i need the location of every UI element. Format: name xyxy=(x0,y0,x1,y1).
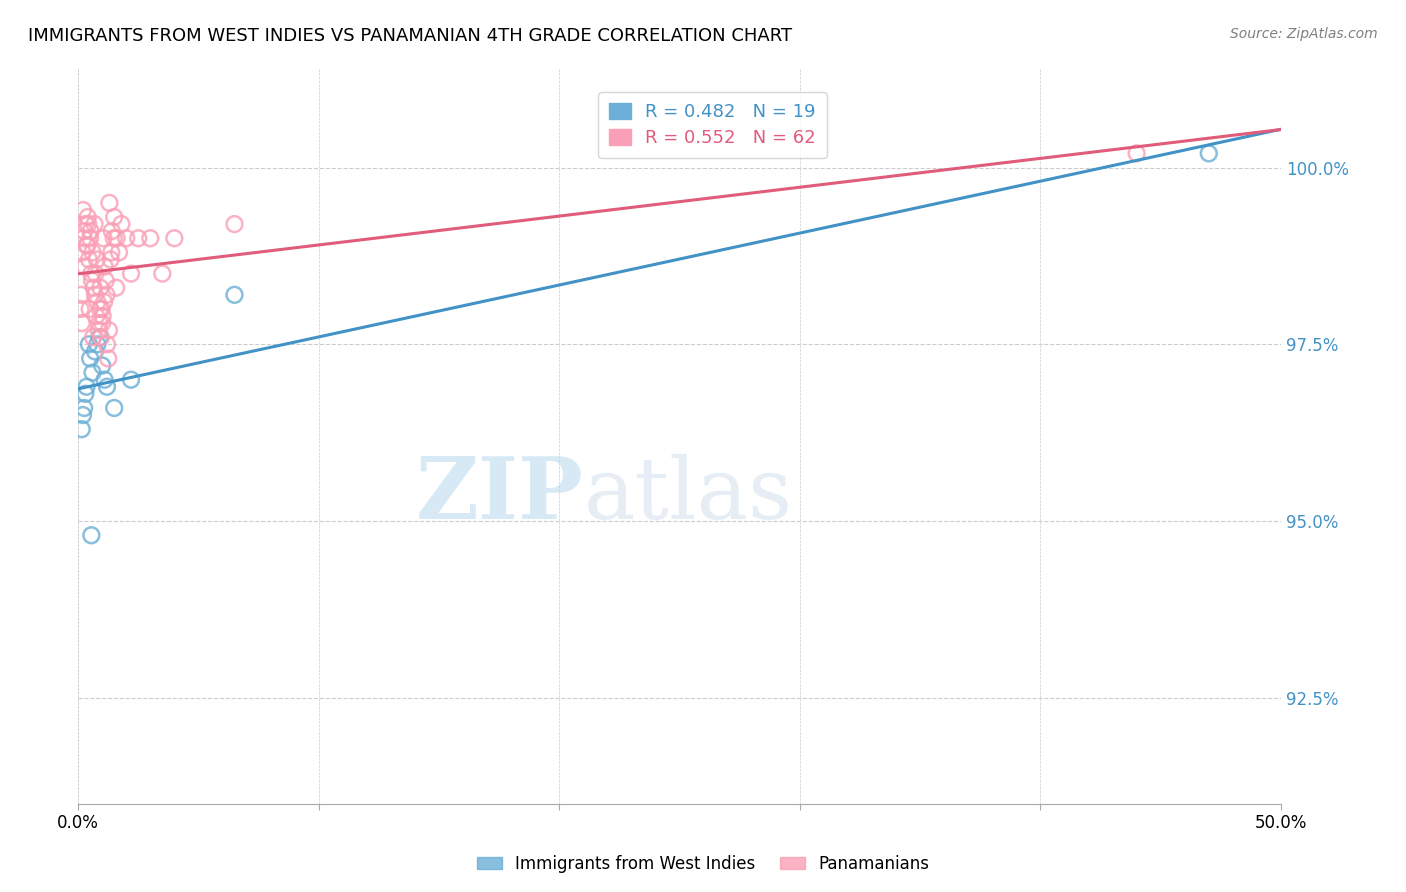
Point xyxy=(76,210,98,224)
Point xyxy=(163,231,186,245)
Point xyxy=(80,274,103,288)
Point xyxy=(72,202,94,217)
Point xyxy=(86,252,108,267)
Point xyxy=(76,380,98,394)
Point xyxy=(105,281,128,295)
Point xyxy=(80,528,103,542)
Text: IMMIGRANTS FROM WEST INDIES VS PANAMANIAN 4TH GRADE CORRELATION CHART: IMMIGRANTS FROM WEST INDIES VS PANAMANIA… xyxy=(28,27,792,45)
Point xyxy=(75,217,97,231)
Point xyxy=(150,267,173,281)
Point xyxy=(82,330,104,344)
Point xyxy=(93,231,115,245)
Point xyxy=(96,337,118,351)
Point xyxy=(120,267,142,281)
Point xyxy=(97,351,120,366)
Point xyxy=(87,323,110,337)
Point xyxy=(84,309,107,323)
Point xyxy=(77,252,100,267)
Point xyxy=(72,245,94,260)
Point xyxy=(77,337,100,351)
Point xyxy=(91,359,114,373)
Point xyxy=(90,301,112,316)
Point xyxy=(75,387,97,401)
Point xyxy=(72,231,94,245)
Point xyxy=(108,245,131,260)
Point xyxy=(100,245,122,260)
Point xyxy=(97,323,120,337)
Point xyxy=(98,195,121,210)
Point xyxy=(79,351,101,366)
Point xyxy=(93,373,115,387)
Point xyxy=(94,274,117,288)
Point xyxy=(103,401,125,415)
Point xyxy=(96,288,118,302)
Point xyxy=(73,401,96,415)
Point xyxy=(91,316,114,330)
Legend: Immigrants from West Indies, Panamanians: Immigrants from West Indies, Panamanians xyxy=(470,848,936,880)
Point xyxy=(120,373,142,387)
Point xyxy=(70,288,93,302)
Point xyxy=(100,252,122,267)
Point xyxy=(73,224,96,238)
Point xyxy=(110,217,132,231)
Text: atlas: atlas xyxy=(583,453,793,537)
Point xyxy=(115,231,138,245)
Point xyxy=(70,316,93,330)
Point xyxy=(139,231,162,245)
Point xyxy=(89,316,111,330)
Point xyxy=(83,281,105,295)
Point xyxy=(80,267,103,281)
Point xyxy=(1125,146,1147,161)
Point xyxy=(93,260,115,274)
Point xyxy=(79,301,101,316)
Point xyxy=(77,217,100,231)
Point xyxy=(105,231,128,245)
Point xyxy=(1198,146,1220,161)
Point xyxy=(127,231,149,245)
Point xyxy=(96,380,118,394)
Point xyxy=(86,337,108,351)
Point xyxy=(84,267,107,281)
Point xyxy=(89,301,111,316)
Point xyxy=(91,309,114,323)
Point xyxy=(103,210,125,224)
Point xyxy=(84,344,107,359)
Point xyxy=(83,217,105,231)
Point xyxy=(90,330,112,344)
Point xyxy=(72,408,94,422)
Point xyxy=(89,330,111,344)
Point xyxy=(103,231,125,245)
Point xyxy=(82,245,104,260)
Point xyxy=(84,288,107,302)
Point xyxy=(224,217,246,231)
Point xyxy=(79,224,101,238)
Point xyxy=(93,294,115,309)
Point xyxy=(69,301,91,316)
Point xyxy=(76,238,98,252)
Point xyxy=(86,294,108,309)
Point xyxy=(73,260,96,274)
Point xyxy=(82,366,104,380)
Point xyxy=(224,288,246,302)
Legend: R = 0.482   N = 19, R = 0.552   N = 62: R = 0.482 N = 19, R = 0.552 N = 62 xyxy=(599,92,827,158)
Point xyxy=(101,224,124,238)
Point xyxy=(89,281,111,295)
Point xyxy=(76,238,98,252)
Text: ZIP: ZIP xyxy=(416,453,583,537)
Point xyxy=(79,231,101,245)
Point xyxy=(70,422,93,436)
Text: Source: ZipAtlas.com: Source: ZipAtlas.com xyxy=(1230,27,1378,41)
